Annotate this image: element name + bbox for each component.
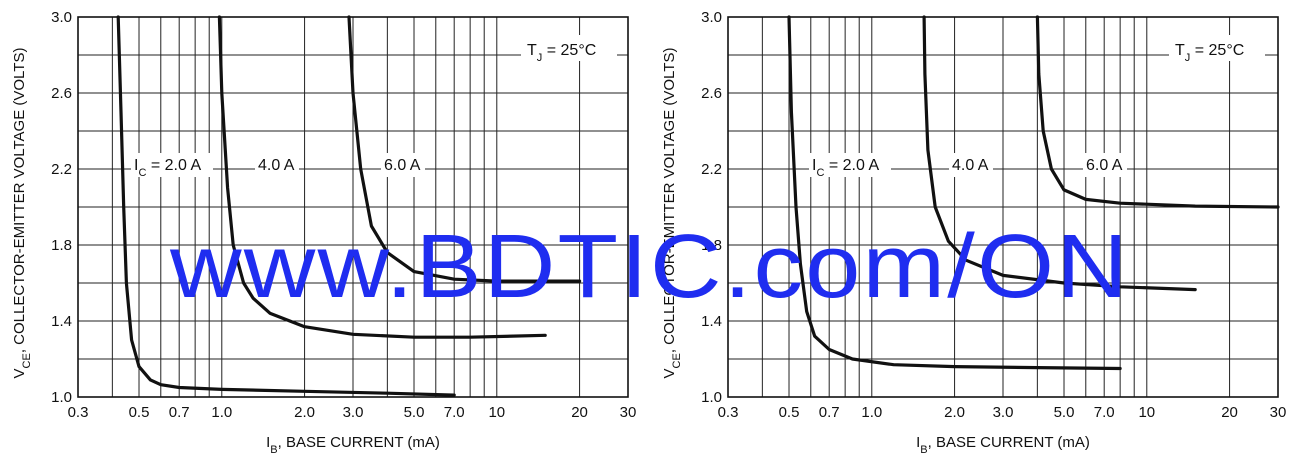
series-label-background [255, 153, 299, 177]
x-axis-label-rest: , BASE CURRENT (mA) [278, 434, 440, 451]
y-axis-label-rest: , COLLECTOR-EMITTER VOLTAGE (VOLTS) [661, 48, 678, 354]
series-label-sub: C [138, 167, 146, 179]
x-tick-label: 30 [620, 404, 637, 421]
series-curve [116, 15, 456, 397]
series-label-background [809, 153, 891, 177]
x-tick-label: 0.5 [779, 404, 800, 421]
series-label: 4.0 A [258, 157, 295, 174]
y-axis-label: VCE, COLLECTOR-EMITTER VOLTAGE (VOLTS) [11, 48, 33, 379]
series-label-main: I [134, 157, 138, 174]
series-label-background [131, 153, 213, 177]
series-curve [922, 15, 1197, 292]
x-tick-label: 5.0 [1054, 404, 1075, 421]
series-label: 6.0 A [384, 157, 421, 174]
series-label-main: 4.0 A [258, 157, 295, 174]
x-tick-label: 3.0 [343, 404, 364, 421]
y-axis-label-rest: , COLLECTOR-EMITTER VOLTAGE (VOLTS) [11, 48, 28, 354]
y-tick-label: 1.4 [51, 313, 72, 330]
x-tick-label: 7.0 [444, 404, 465, 421]
annotation-background [1169, 35, 1265, 61]
series-curve [787, 15, 1122, 371]
x-tick-label: 0.7 [169, 404, 190, 421]
y-tick-label: 3.0 [701, 9, 722, 26]
series-curve [347, 15, 582, 283]
temperature-annotation-main: T [527, 42, 537, 59]
y-axis-label-sub: CE [21, 353, 33, 368]
x-tick-label: 2.0 [294, 404, 315, 421]
temperature-annotation-main: T [1175, 42, 1185, 59]
series-curve [1035, 15, 1280, 209]
plot-frame [77, 16, 629, 398]
y-tick-label: 2.6 [701, 85, 722, 102]
series-label-main: I [812, 157, 816, 174]
temperature-annotation-rest: = 25°C [1190, 42, 1244, 59]
series-label-sub: C [816, 167, 824, 179]
temperature-annotation: TJ = 25°C [1175, 42, 1244, 64]
x-tick-label: 5.0 [404, 404, 425, 421]
x-tick-label: 0.3 [718, 404, 739, 421]
y-tick-label: 3.0 [51, 9, 72, 26]
chart-panel-1: 0.3 0.5 0.7 1.0 2.0 3.0 5.0 7.0 10 20 30 1.0 1.4 1.8 2… [11, 9, 636, 456]
y-tick-label: 1.0 [701, 389, 722, 406]
x-tick-label: 30 [1270, 404, 1287, 421]
temperature-annotation-sub: J [1185, 52, 1191, 64]
x-axis-label-sub: B [270, 444, 277, 456]
y-axis-label-main: V [661, 368, 678, 378]
temperature-annotation: TJ = 25°C [527, 42, 596, 64]
series-label: 4.0 A [952, 157, 989, 174]
x-axis-label-rest: , BASE CURRENT (mA) [928, 434, 1090, 451]
series-label-background [949, 153, 993, 177]
series-label: IC = 2.0 A [134, 157, 201, 179]
x-axis-label-sub: B [920, 444, 927, 456]
x-tick-label: 0.3 [68, 404, 89, 421]
y-axis-label-sub: CE [671, 353, 683, 368]
x-tick-label: 0.5 [129, 404, 150, 421]
series-curve [217, 15, 547, 339]
x-tick-label: 20 [1221, 404, 1238, 421]
series-label-background [381, 153, 425, 177]
temperature-annotation-sub: J [537, 52, 543, 64]
x-tick-label: 1.0 [211, 404, 232, 421]
temperature-annotation-rest: = 25°C [542, 42, 596, 59]
series-label-background [1083, 153, 1127, 177]
x-axis-label-main: I [266, 434, 270, 451]
y-tick-label: 1.0 [51, 389, 72, 406]
y-tick-label: 2.6 [51, 85, 72, 102]
watermark-text: www.BDTIC.com/ON [169, 217, 1130, 317]
x-axis-label-main: I [916, 434, 920, 451]
series-label-main: 6.0 A [1086, 157, 1123, 174]
series-label-rest: = 2.0 A [146, 157, 201, 174]
series-label-rest: = 2.0 A [824, 157, 879, 174]
series-label: IC = 2.0 A [812, 157, 879, 179]
x-tick-label: 2.0 [944, 404, 965, 421]
y-tick-label: 1.8 [51, 237, 72, 254]
series-label: 6.0 A [1086, 157, 1123, 174]
y-axis-label-main: V [11, 368, 28, 378]
y-axis-label: VCE, COLLECTOR-EMITTER VOLTAGE (VOLTS) [661, 48, 683, 379]
x-axis-label: IB, BASE CURRENT (mA) [266, 434, 440, 456]
y-tick-label: 2.2 [701, 161, 722, 178]
x-tick-label: 3.0 [993, 404, 1014, 421]
series-label-main: 4.0 A [952, 157, 989, 174]
y-tick-label: 1.8 [701, 237, 722, 254]
x-tick-label: 10 [488, 404, 505, 421]
series-label-main: 6.0 A [384, 157, 421, 174]
y-tick-label: 2.2 [51, 161, 72, 178]
x-tick-label: 0.7 [819, 404, 840, 421]
y-tick-label: 1.4 [701, 313, 722, 330]
x-tick-label: 1.0 [861, 404, 882, 421]
x-tick-label: 10 [1138, 404, 1155, 421]
x-tick-label: 20 [571, 404, 588, 421]
x-axis-label: IB, BASE CURRENT (mA) [916, 434, 1090, 456]
x-tick-label: 7.0 [1094, 404, 1115, 421]
annotation-background [521, 35, 617, 61]
chart-panel-2: 0.3 0.5 0.7 1.0 2.0 3.0 5.0 7.0 10 20 30 1.0 1.4 1.8 2… [661, 9, 1286, 456]
